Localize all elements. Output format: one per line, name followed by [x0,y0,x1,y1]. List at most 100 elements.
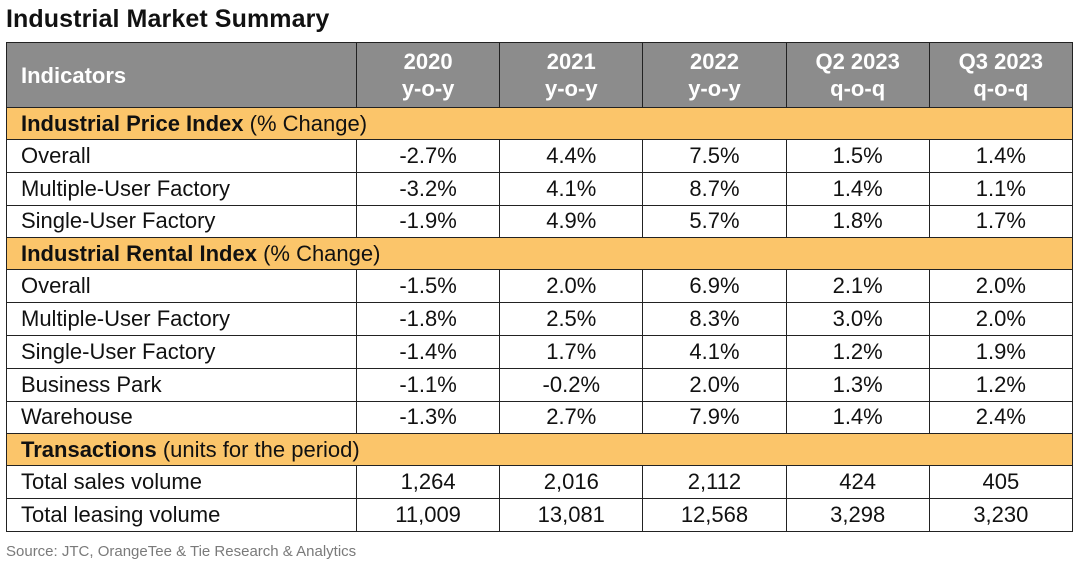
table-cell: 4.1% [642,334,787,369]
table-cell: 2.0% [642,367,787,402]
source-note: Source: JTC, OrangeTee & Tie Research & … [6,543,357,560]
table-cell: -1.8% [355,302,501,336]
table-cell: 1.9% [928,334,1073,369]
table-cell: 1.1% [928,171,1073,206]
section-unit: (units for the period) [162,436,360,462]
table-row: Warehouse -1.3% 2.7% 7.9% 1.4% 2.4% [6,400,1073,435]
table-row: Business Park -1.1% -0.2% 2.0% 1.3% 1.2% [6,367,1073,402]
table-cell: 1.3% [785,367,930,402]
column-header: 2022 y-o-y [642,42,787,108]
table-row: Overall -1.5% 2.0% 6.9% 2.1% 2.0% [6,269,1073,304]
table-row: Single-User Factory -1.4% 1.7% 4.1% 1.2% 1.9% [6,334,1073,369]
table-row: Single-User Factory -1.9% 4.9% 5.7% 1.8% 1.7% [6,204,1073,239]
section-row: Industrial Rental Index (% Change) [6,237,1073,271]
table-cell: 2.0% [928,302,1073,336]
table-cell: 4.1% [499,171,644,206]
section-header: Transactions (units for the period) [6,433,1073,467]
row-label: Single-User Factory [6,204,357,239]
table-row: Multiple-User Factory -3.2% 4.1% 8.7% 1.4% 1.… [6,171,1073,206]
row-label: Total sales volume [6,465,357,500]
table-cell: 2,016 [499,465,644,500]
table-cell: 7.5% [642,139,787,173]
table-cell: 8.7% [642,171,787,206]
table-cell: 6.9% [642,269,787,304]
table-cell: 2,112 [642,465,787,500]
table-cell: 2.0% [499,269,644,304]
table-cell: 424 [785,465,930,500]
table-cell: 3.0% [785,302,930,336]
table-cell: 2.5% [499,302,644,336]
table-cell: 405 [928,465,1073,500]
table-cell: 1,264 [355,465,501,500]
table-cell: 2.7% [499,400,644,435]
row-label: Multiple-User Factory [6,171,357,206]
table-body: Industrial Price Index (% Change) Overall… [6,107,1073,532]
column-year: 2020 [403,49,453,74]
table-cell: 1.2% [785,334,930,369]
table-cell: 3,298 [785,498,930,532]
section-row: Industrial Price Index (% Change) [6,107,1073,140]
row-label: Business Park [6,367,357,402]
table-cell: -1.9% [355,204,501,239]
section-name: Industrial Rental Index [21,240,257,266]
table-row: Overall -2.7% 4.4% 7.5% 1.5% 1.4% [6,139,1073,173]
section-name: Transactions [21,436,157,462]
column-year: 2022 [689,49,739,74]
column-basis: y-o-y [545,76,598,101]
row-label: Single-User Factory [6,334,357,369]
table-cell: 13,081 [499,498,644,532]
table-cell: -3.2% [355,171,501,206]
section-row: Transactions (units for the period) [6,433,1073,467]
table-cell: 1.4% [785,171,930,206]
table-cell: 11,009 [355,498,501,532]
table-cell: 5.7% [642,204,787,239]
table-cell: -1.5% [355,269,501,304]
row-label: Warehouse [6,400,357,435]
row-label: Multiple-User Factory [6,302,357,336]
table-cell: 2.0% [928,269,1073,304]
column-basis: q-o-q [830,76,886,101]
table-cell: 1.4% [928,139,1073,173]
table-cell: 4.4% [499,139,644,173]
page-title: Industrial Market Summary [6,5,330,33]
table-cell: -1.4% [355,334,501,369]
section-header: Industrial Price Index (% Change) [6,107,1073,140]
column-header: Q2 2023 q-o-q [785,42,930,108]
table-row: Total leasing volume 11,009 13,081 12,568 3,… [6,498,1073,532]
row-label: Total leasing volume [6,498,357,532]
column-header: Q3 2023 q-o-q [928,42,1073,108]
section-name: Industrial Price Index [21,110,244,136]
column-year: Q2 2023 [815,49,900,74]
row-label: Overall [6,269,357,304]
section-header: Industrial Rental Index (% Change) [6,237,1073,271]
row-label: Overall [6,139,357,173]
table-cell: 1.8% [785,204,930,239]
column-header: 2020 y-o-y [355,42,501,108]
table-cell: 1.2% [928,367,1073,402]
table-cell: 7.9% [642,400,787,435]
table-cell: -0.2% [499,367,644,402]
column-year: Q3 2023 [958,49,1044,74]
table-cell: 8.3% [642,302,787,336]
column-basis: y-o-y [688,76,741,101]
table-cell: 2.1% [785,269,930,304]
column-basis: y-o-y [401,76,455,101]
table-cell: -1.1% [355,367,501,402]
table-cell: -1.3% [355,400,501,435]
section-unit: (% Change) [263,240,381,266]
table-cell: 1.7% [928,204,1073,239]
table-cell: 1.7% [499,334,644,369]
table-cell: -2.7% [355,139,501,173]
table-cell: 3,230 [928,498,1073,532]
header-row: Indicators 2020 y-o-y 2021 y-o-y 2022 y-o-y… [6,42,1073,108]
table-cell: 4.9% [499,204,644,239]
table-row: Total sales volume 1,264 2,016 2,112 424 405 [6,465,1073,500]
column-year: 2021 [546,49,596,74]
indicators-header: Indicators [6,42,357,108]
table-row: Multiple-User Factory -1.8% 2.5% 8.3% 3.0% 2.… [6,302,1073,336]
table-cell: 2.4% [928,400,1073,435]
market-summary-table: Indicators 2020 y-o-y 2021 y-o-y 2022 y-o-y… [6,42,1073,532]
column-basis: q-o-q [973,76,1029,101]
table-cell: 1.5% [785,139,930,173]
table-cell: 1.4% [785,400,930,435]
